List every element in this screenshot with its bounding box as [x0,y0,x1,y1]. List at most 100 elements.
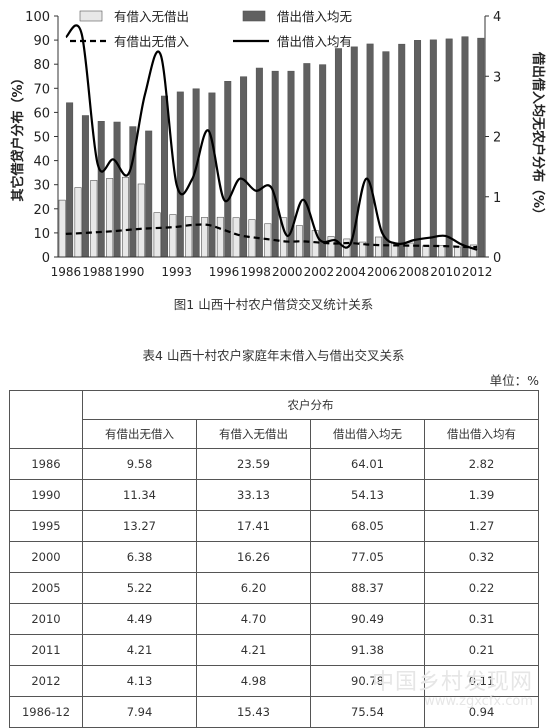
table-cell: 64.01 [310,448,425,480]
y-axis-title-right: 借出借入均无农户分布（%） [530,51,546,221]
bar [169,214,177,258]
corner-cell [9,390,83,449]
row-year: 1986-12 [9,696,83,728]
bar [81,115,89,258]
row-year: 1995 [9,510,83,542]
table-cell: 4.13 [82,665,197,697]
bar [232,217,240,258]
legend-swatch [242,10,266,22]
right-tick-label: 2 [493,131,501,146]
table-cell: 0.22 [424,572,539,604]
table-cell: 0.94 [424,696,539,728]
bar [216,216,224,258]
table-cell: 90.78 [310,665,425,697]
table-row: 2010 4.49 4.70 90.49 0.31 [9,603,539,635]
bar [208,92,216,258]
right-tick-label: 4 [493,10,501,25]
table-cell: 0.31 [424,603,539,635]
column-header: 有借出无借入 [82,419,197,449]
table-header-row-2: 有借出无借入 有借入无借出 借出借入均无 借出借入均有 [10,419,539,449]
x-tick-label: 2010 [430,265,461,279]
bar [366,43,374,258]
bar [445,38,453,258]
table-cell: 0.32 [424,541,539,573]
right-tick-label: 0 [493,251,501,266]
x-tick-label: 2002 [304,265,335,279]
table-cell: 11.34 [82,479,197,511]
column-header: 有借入无借出 [196,419,311,449]
table-cell: 54.13 [310,479,425,511]
table-row: 2012 4.13 4.98 90.78 0.11 [9,665,539,697]
table-cell: 13.27 [82,510,197,542]
row-year: 1986 [9,448,83,480]
bar [240,76,248,258]
bar [454,246,462,258]
table-cell: 2.82 [424,448,539,480]
table-cell: 75.54 [310,696,425,728]
table-body: 农户分布 有借出无借入 有借入无借出 借出借入均无 借出借入均有 1986 9.5… [9,390,539,728]
left-tick-label: 100 [25,10,50,25]
left-tick-label: 70 [33,82,50,97]
row-year: 2005 [9,572,83,604]
bar [74,187,82,258]
table-row: 1990 11.34 33.13 54.13 1.39 [9,479,539,511]
x-tick-label: 1996 [209,265,240,279]
bar [185,216,193,258]
table-cell: 1.27 [424,510,539,542]
table-cell: 4.21 [82,634,197,666]
row-year: 1990 [9,479,83,511]
bar [477,37,485,258]
table-cell: 7.94 [82,696,197,728]
table-cell: 33.13 [196,479,311,511]
legend-label: 借出借入均无 [277,9,352,24]
group-header: 农户分布 [82,390,539,420]
legend-label: 有借出无借入 [114,34,190,49]
bar [176,91,184,258]
bar [438,245,446,258]
x-tick-label: 1998 [240,265,271,279]
bar [121,176,129,258]
table-cell: 4.70 [196,603,311,635]
bar [106,178,114,258]
table-row: 2011 4.21 4.21 91.38 0.21 [9,634,539,666]
bar [375,236,383,258]
unit-label: 单位：% [489,373,539,388]
x-tick-label: 1988 [82,265,113,279]
row-year: 2010 [9,603,83,635]
table-cell: 15.43 [196,696,311,728]
bar [113,121,121,258]
bar [422,245,430,258]
table-caption: 表4 山西十村农户家庭年末借入与借出交叉关系 [142,348,405,363]
bar [334,48,342,258]
left-tick-label: 30 [33,179,50,194]
legend-swatch [79,10,103,22]
left-tick-label: 10 [33,227,50,242]
row-year: 2000 [9,541,83,573]
table-cell: 90.49 [310,603,425,635]
table-cell: 1.39 [424,479,539,511]
bar [429,39,437,258]
table-cell: 0.11 [424,665,539,697]
table-header-row-1: 农户分布 [9,390,539,449]
bar [319,64,327,258]
bar [58,199,66,258]
cross-relation-table: 农户分布 有借出无借入 有借入无借出 借出借入均无 借出借入均有 1986 9.5… [9,390,539,728]
table-cell: 0.21 [424,634,539,666]
legend-label: 有借入无借出 [114,9,189,24]
bar [255,67,263,258]
figure-caption: 图1 山西十村农户借贷交叉统计关系 [173,297,374,312]
x-tick-label: 2006 [367,265,398,279]
right-tick-label: 1 [493,191,501,206]
bar [414,40,422,258]
series-line [65,223,478,249]
bar [271,70,279,258]
left-tick-label: 80 [33,58,50,73]
column-header: 借出借入均有 [424,419,539,449]
table-cell: 5.22 [82,572,197,604]
bar [461,36,469,258]
bar [90,180,98,258]
row-year: 2012 [9,665,83,697]
cross-statistics-chart: 0 10 20 30 40 50 60 70 80 90 100 0 1 2 3 4 1986 1988 1990 1… [10,9,546,279]
y-axis-title-left: 其它借贷户分布（%） [10,71,26,201]
column-header: 借出借入均无 [310,419,425,449]
